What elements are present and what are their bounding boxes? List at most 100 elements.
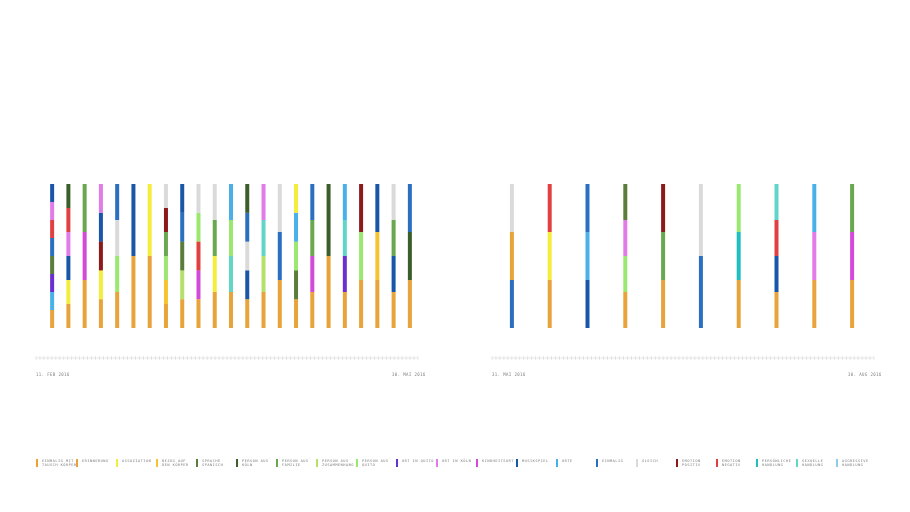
chart2-bar-3-segment-1 [623,256,628,292]
chart1-bar-12-segment-1 [245,270,250,300]
chart1-bar-18-segment-3 [342,184,347,220]
chart1-bar-7-segment-0 [163,304,168,328]
chart2-bar-6-segment-2 [736,184,741,232]
legend-swatch [796,459,798,467]
chart2-bar-3-segment-0 [623,292,628,328]
chart1-bar-0-segment-7 [50,184,55,202]
chart1-bar-0-segment-1 [50,292,55,310]
chart1-bar-20-segment-2 [375,184,380,232]
legend-item: Aggressive Handlung [836,459,869,471]
chart1-bar-11-segment-2 [229,220,233,256]
legend-label: Persönliche Handlung [762,459,792,468]
legend-item: Sprache Spanisch [196,459,223,471]
chart1-bar-1-segment-3 [66,232,71,256]
chart1-bar-1-segment-5 [66,184,71,208]
legend-label: Aggressive Handlung [842,459,869,468]
legend-swatch [676,459,678,467]
chart2-bar-7-segment-2 [774,220,779,256]
legend-swatch [836,459,838,467]
chart2-bar-3-segment-3 [623,184,628,220]
legend-label: Person aus Zusammenhang [322,459,354,468]
chart1-bar-16-segment-1 [310,256,315,292]
chart2-bar-5-segment-1 [698,184,703,256]
chart1-bar-8-segment-2 [180,241,185,271]
chart1-bar-12-segment-3 [245,212,250,242]
chart1-bar-22-segment-0 [407,280,412,328]
chart1-bar-14-segment-2 [277,184,282,232]
legend-label: Erinnerung [82,459,109,463]
chart1-bar-22-segment-2 [407,184,412,232]
chart1-bar-13-segment-0 [261,292,266,328]
legend-item: Ort in Quito [396,459,434,471]
chart1-bar-1-segment-2 [66,256,71,280]
legend-label: Ort in Quito [402,459,434,463]
chart1-bar-8-segment-4 [180,184,185,213]
legend-label: Kindheitsort [482,459,514,463]
chart1-bar-18-segment-1 [342,256,347,292]
chart2-bar-6-segment-0 [736,280,741,328]
chart1-bar-15-segment-0 [294,299,299,328]
legend-label: Gleich [642,459,658,463]
chart1-bar-0-segment-4 [50,238,55,256]
chart1-bar-9-segment-3 [196,212,201,242]
chart2-bar-2-segment-1 [585,232,590,280]
legend-swatch [36,459,38,467]
chart1-bar-1-segment-1 [66,280,71,304]
legend-swatch [156,459,158,467]
legend-label: Emotion Negativ [722,459,741,468]
chart1-bar-16-segment-3 [310,184,315,220]
chart2-bar-9-segment-2 [850,184,855,232]
legend-item: Einmalig [596,459,623,471]
legend-item: Bezug auf den Körper [156,459,189,471]
chart2-bar-5-segment-0 [698,256,703,328]
chart2-bar-7-segment-0 [774,292,779,328]
chart1-bar-7-segment-5 [163,184,168,208]
chart1-bar-9-segment-0 [196,299,201,328]
chart1-bar-21-segment-3 [391,184,396,220]
chart1-x-start-label: 11. Feb 2016 [36,372,70,377]
chart1-bar-20-segment-1 [375,232,380,280]
chart1-bar-10-segment-2 [212,220,217,256]
legend-item: Person aus Köln [236,459,269,471]
legend-item: Person aus Zusammenhang [316,459,354,471]
legend-swatch [596,459,598,467]
chart1-bar-18-segment-2 [342,220,347,256]
chart1-bar-0-segment-0 [50,310,55,328]
chart1-bar-0-segment-3 [50,256,55,274]
legend-item: Kindheitsort [476,459,514,471]
chart1-bar-15-segment-2 [294,241,299,271]
legend-label: Bezug auf den Körper [162,459,189,468]
chart2-bar-6-segment-1 [736,232,741,280]
chart1-bar-4-segment-1 [115,256,120,292]
chart1-bar-21-segment-1 [391,256,396,292]
legend-label: Person aus Familie [282,459,309,468]
legend: Einmalig mit Tausch Körper Erinnerung Asso… [36,459,886,473]
legend-label: Ort in Köln [442,459,472,463]
chart2-bar-4-segment-0 [661,280,666,328]
chart1-bar-7-segment-2 [163,256,168,280]
chart1-x-end-label: 30. Mai 2016 [392,372,426,377]
chart1-bar-0-segment-6 [50,202,55,220]
legend-item: Emotion Positiv [676,459,701,471]
chart1-bar-4-segment-3 [115,184,120,220]
legend-swatch [76,459,78,467]
legend-label: Sprache Spanisch [202,459,224,468]
chart1-bar-10-segment-0 [212,292,217,328]
legend-item: Musikspiel [516,459,549,471]
chart1-bar-9-segment-1 [196,270,201,300]
legend-item: Einmalig mit Tausch Körper [36,459,77,471]
chart2-bar-7-segment-3 [774,184,779,220]
legend-swatch [196,459,198,467]
chart2-bar-0-segment-2 [509,184,514,232]
legend-swatch [716,459,718,467]
chart1-bar-6-segment-0 [147,256,152,328]
chart1-bar-3-segment-0 [98,299,103,328]
chart2-bar-0-segment-1 [509,232,514,280]
chart1-bar-8-segment-3 [180,212,185,242]
legend-swatch [516,459,518,467]
chart1-bar-15-segment-4 [294,184,299,213]
chart1-bar-2-segment-2 [82,184,87,232]
chart1-bar-10-segment-1 [212,256,217,292]
chart1-bar-13-segment-2 [261,220,266,256]
